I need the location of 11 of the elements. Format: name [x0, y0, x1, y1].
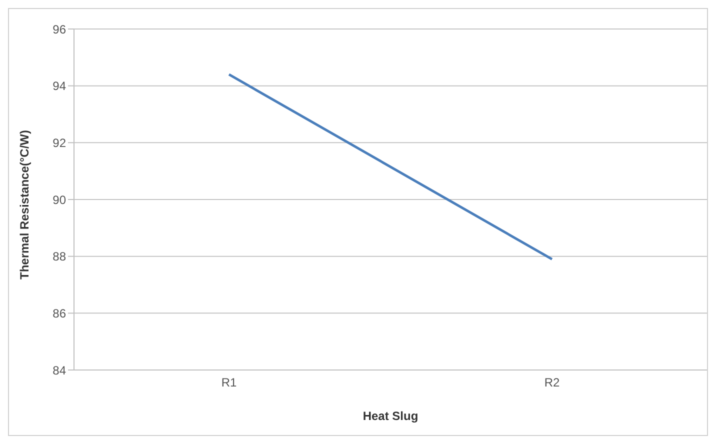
y-tick-label: 94 — [52, 79, 66, 94]
x-tick-label: R1 — [221, 376, 237, 390]
x-axis-title: Heat Slug — [362, 409, 418, 423]
y-tick-label: 92 — [52, 136, 66, 150]
x-tick-label: R2 — [544, 376, 560, 390]
y-tick-label: 90 — [52, 192, 66, 207]
y-tick-label: 88 — [52, 250, 66, 264]
y-axis-title: Thermal Resistance(°C/W) — [17, 130, 32, 280]
y-tick-label: 84 — [52, 363, 66, 378]
y-tick-label: 96 — [52, 22, 66, 36]
y-tick-label: 86 — [52, 306, 66, 320]
